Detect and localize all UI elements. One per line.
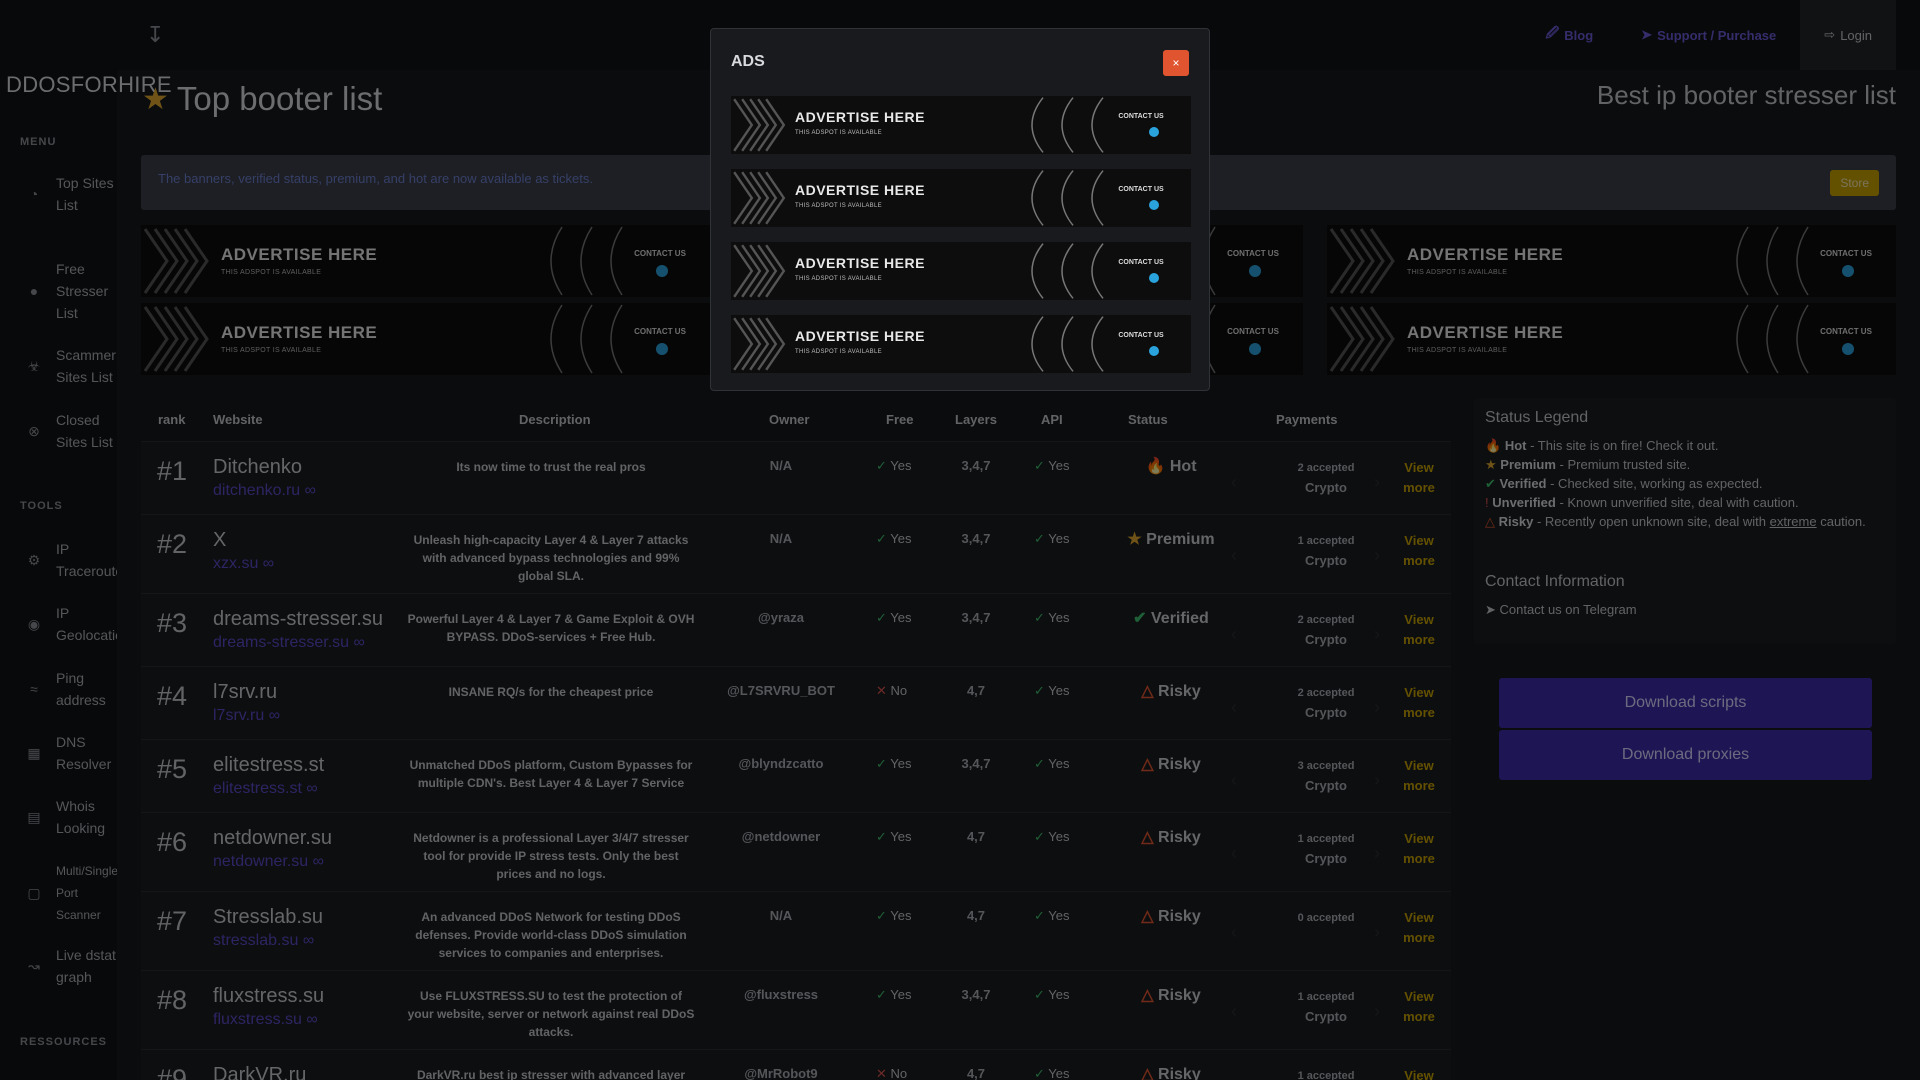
banner-subtext: THIS ADSPOT IS AVAILABLE [795, 349, 882, 355]
banner-contact: CONTACT US [1118, 332, 1164, 339]
modal-ad-banner[interactable]: ADVERTISE HERE THIS ADSPOT IS AVAILABLE CO… [731, 96, 1191, 154]
banner-contact: CONTACT US [1118, 259, 1164, 266]
banner-contact: CONTACT US [1118, 186, 1164, 193]
banner-headline: ADVERTISE HERE [795, 328, 925, 344]
banner-subtext: THIS ADSPOT IS AVAILABLE [795, 203, 882, 209]
banner-headline: ADVERTISE HERE [795, 109, 925, 125]
telegram-icon [1149, 273, 1159, 283]
telegram-icon [1149, 200, 1159, 210]
modal-ad-banner[interactable]: ADVERTISE HERE THIS ADSPOT IS AVAILABLE CO… [731, 169, 1191, 227]
telegram-icon [1149, 127, 1159, 137]
banner-subtext: THIS ADSPOT IS AVAILABLE [795, 130, 882, 136]
ads-modal: ADS × ADVERTISE HERE THIS ADSPOT IS AVAIL… [710, 28, 1210, 391]
banner-subtext: THIS ADSPOT IS AVAILABLE [795, 276, 882, 282]
modal-close-button[interactable]: × [1163, 50, 1189, 76]
modal-title: ADS [731, 53, 765, 70]
modal-ad-banner[interactable]: ADVERTISE HERE THIS ADSPOT IS AVAILABLE CO… [731, 242, 1191, 300]
telegram-icon [1149, 346, 1159, 356]
banner-contact: CONTACT US [1118, 113, 1164, 120]
banner-headline: ADVERTISE HERE [795, 255, 925, 271]
modal-ad-banner[interactable]: ADVERTISE HERE THIS ADSPOT IS AVAILABLE CO… [731, 315, 1191, 373]
banner-headline: ADVERTISE HERE [795, 182, 925, 198]
